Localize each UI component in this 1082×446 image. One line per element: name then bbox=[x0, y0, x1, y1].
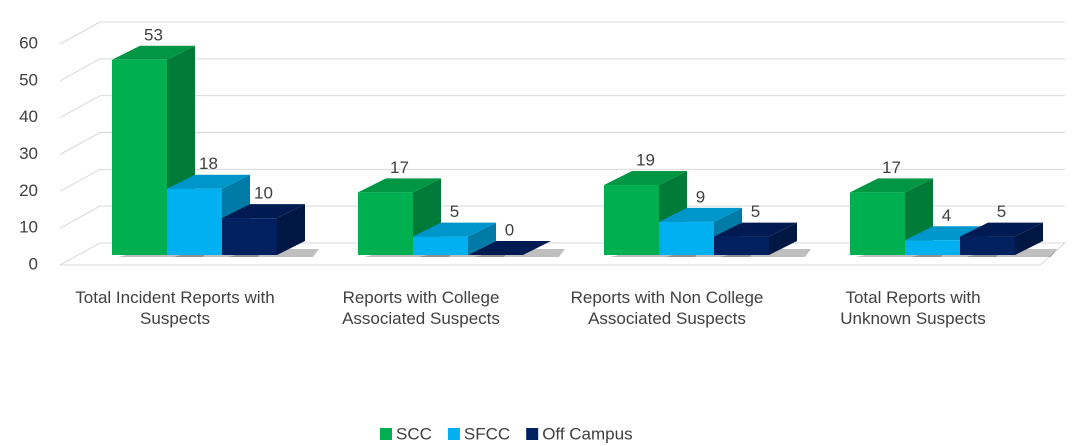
legend-label: SFCC bbox=[464, 424, 510, 443]
bar bbox=[659, 221, 714, 255]
x-tick-label: Reports with College Associated Suspects bbox=[342, 288, 500, 328]
grid-line bbox=[59, 132, 1065, 155]
y-tick-label: 60 bbox=[19, 33, 38, 52]
data-label: 17 bbox=[882, 158, 901, 177]
y-tick-label: 20 bbox=[19, 181, 38, 200]
floor-line bbox=[1039, 242, 1066, 266]
bar-top bbox=[413, 222, 496, 237]
bar bbox=[222, 218, 277, 255]
bar bbox=[413, 236, 468, 255]
data-label: 4 bbox=[942, 206, 951, 225]
bar-top bbox=[167, 174, 250, 189]
legend-label: Off Campus bbox=[542, 424, 632, 443]
bar-top bbox=[468, 241, 551, 255]
x-tick-label: Reports with Non College Associated Susp… bbox=[570, 288, 764, 328]
legend-label: SCC bbox=[396, 424, 432, 443]
bar bbox=[850, 192, 905, 255]
bar-top bbox=[112, 45, 195, 60]
legend-swatch bbox=[380, 428, 392, 440]
bar-top bbox=[905, 226, 988, 241]
bar bbox=[714, 236, 769, 255]
data-label: 0 bbox=[505, 220, 514, 239]
bar-top bbox=[960, 222, 1043, 237]
data-label: 5 bbox=[751, 202, 760, 221]
grid-line bbox=[59, 205, 1065, 229]
data-label: 18 bbox=[199, 154, 218, 173]
y-tick-label: 0 bbox=[29, 254, 38, 273]
bar bbox=[905, 240, 960, 255]
bar-top bbox=[604, 171, 687, 186]
bar-top bbox=[850, 178, 933, 193]
bar bbox=[960, 236, 1015, 255]
grid-line bbox=[59, 21, 1065, 45]
y-tick-label: 40 bbox=[19, 107, 38, 126]
data-label: 5 bbox=[997, 202, 1006, 221]
bar-side bbox=[769, 222, 797, 255]
data-label: 10 bbox=[254, 184, 273, 203]
grid-line bbox=[59, 168, 1065, 192]
x-tick-label: Total Incident Reports with Suspects bbox=[75, 288, 275, 328]
bar-top bbox=[659, 207, 742, 222]
data-label: 5 bbox=[450, 202, 459, 221]
bar-top bbox=[358, 178, 441, 193]
x-tick-label: Total Reports with Unknown Suspects bbox=[840, 288, 986, 328]
bar-side bbox=[468, 222, 496, 255]
legend-swatch bbox=[447, 428, 460, 440]
data-label: 17 bbox=[390, 158, 409, 177]
y-tick-label: 50 bbox=[19, 70, 38, 89]
bar bbox=[358, 192, 413, 255]
bar bbox=[167, 188, 222, 255]
grid-line bbox=[59, 95, 1065, 119]
legend-swatch bbox=[526, 428, 539, 440]
bar-top bbox=[222, 204, 305, 219]
y-tick-label: 30 bbox=[19, 144, 38, 163]
bar-top bbox=[714, 222, 797, 237]
y-tick-label: 10 bbox=[19, 218, 38, 237]
grid-line bbox=[59, 58, 1065, 82]
bar-side bbox=[277, 204, 305, 255]
bar bbox=[112, 59, 167, 256]
data-label: 53 bbox=[144, 25, 163, 44]
data-label: 19 bbox=[636, 151, 655, 170]
bar bbox=[604, 185, 659, 255]
data-label: 9 bbox=[696, 187, 705, 206]
bar-side bbox=[1015, 222, 1043, 255]
